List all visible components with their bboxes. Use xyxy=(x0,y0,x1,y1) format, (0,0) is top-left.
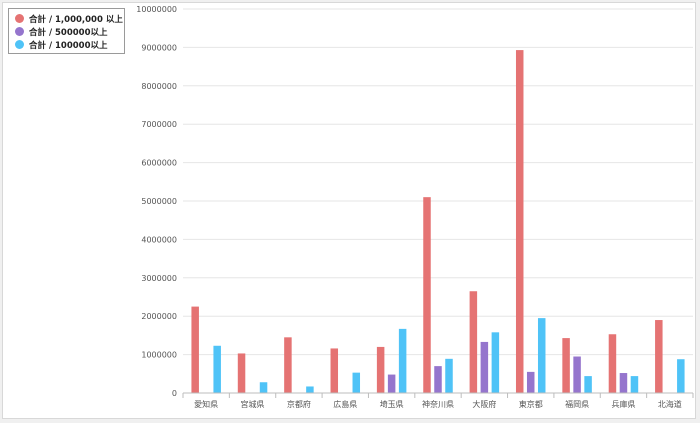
bar-3 xyxy=(259,382,268,393)
x-category-label: 埼玉県 xyxy=(380,399,404,409)
bar-1 xyxy=(330,348,339,393)
y-tick-label: 0 xyxy=(172,389,177,398)
bar-3 xyxy=(445,358,453,393)
legend-label: 合計 / 1,000,000 以上 xyxy=(29,14,123,25)
legend-item-series-1[interactable]: 合計 / 1,000,000 以上 xyxy=(15,12,124,25)
bar-3 xyxy=(306,386,314,393)
bar-1 xyxy=(191,306,199,393)
x-category-label: 広島県 xyxy=(333,399,357,409)
legend-label: 合計 / 100000以上 xyxy=(29,40,108,51)
bar-3 xyxy=(491,332,500,393)
bar-3 xyxy=(352,372,361,393)
y-tick-label: 6000000 xyxy=(141,159,177,168)
x-category-label: 京都府 xyxy=(287,399,311,409)
legend-label: 合計 / 500000以上 xyxy=(29,27,108,38)
bar-1 xyxy=(423,197,431,393)
y-tick-label: 7000000 xyxy=(141,120,177,129)
legend-item-series-3[interactable]: 合計 / 100000以上 xyxy=(15,38,124,51)
x-category-label: 兵庫県 xyxy=(611,399,635,409)
y-tick-label: 9000000 xyxy=(141,43,177,52)
y-axis-ticks: 0 1000000 2000000 3000000 4000000 5000000 6000… xyxy=(136,5,177,398)
y-tick-label: 10000000 xyxy=(136,5,177,14)
legend: 合計 / 1,000,000 以上 合計 / 500000以上 合計 / 100… xyxy=(8,8,125,54)
bar-3 xyxy=(677,359,685,393)
legend-marker xyxy=(15,27,24,36)
x-axis: 愛知県 宮城県 京都府 広島県 埼玉県 神奈川県 大阪府 東京都 福岡県 兵庫県 北海道 xyxy=(182,392,694,409)
bar-3 xyxy=(584,376,592,393)
legend-item-series-2[interactable]: 合計 / 500000以上 xyxy=(15,25,124,38)
x-category-label: 東京都 xyxy=(519,399,543,409)
y-tick-label: 8000000 xyxy=(141,82,177,91)
bar-2 xyxy=(526,371,535,393)
bar-1 xyxy=(608,334,617,393)
bar-1 xyxy=(469,291,478,393)
bar-3 xyxy=(630,376,639,393)
x-category-label: 神奈川県 xyxy=(422,399,454,409)
y-tick-label: 5000000 xyxy=(141,197,177,206)
bar-1 xyxy=(655,320,663,393)
bar-2 xyxy=(387,374,396,393)
legend-marker xyxy=(15,14,24,23)
x-category-label: 大阪府 xyxy=(472,399,496,409)
y-tick-label: 2000000 xyxy=(141,312,177,321)
bar-1 xyxy=(562,338,570,393)
x-category-label: 愛知県 xyxy=(194,399,218,409)
x-category-label: 宮城県 xyxy=(241,399,265,409)
x-category-label: 福岡県 xyxy=(565,400,589,409)
y-tick-label: 1000000 xyxy=(141,351,177,360)
bar-3 xyxy=(398,328,407,393)
legend-marker xyxy=(15,40,24,49)
bar-3 xyxy=(537,318,546,393)
bar-1 xyxy=(376,346,385,393)
bar-2 xyxy=(619,373,628,393)
gridlines xyxy=(183,8,693,394)
x-category-label: 北海道 xyxy=(658,399,682,409)
bar-2 xyxy=(434,366,442,393)
bar-1 xyxy=(284,337,292,393)
bars xyxy=(191,50,685,393)
y-tick-label: 3000000 xyxy=(141,274,177,283)
bar-2 xyxy=(480,341,489,393)
bar-3 xyxy=(213,345,221,393)
y-tick-label: 4000000 xyxy=(141,235,177,244)
bar-1 xyxy=(515,50,524,393)
chart-frame xyxy=(2,2,696,419)
bar-2 xyxy=(573,356,581,393)
bar-1 xyxy=(237,353,246,393)
